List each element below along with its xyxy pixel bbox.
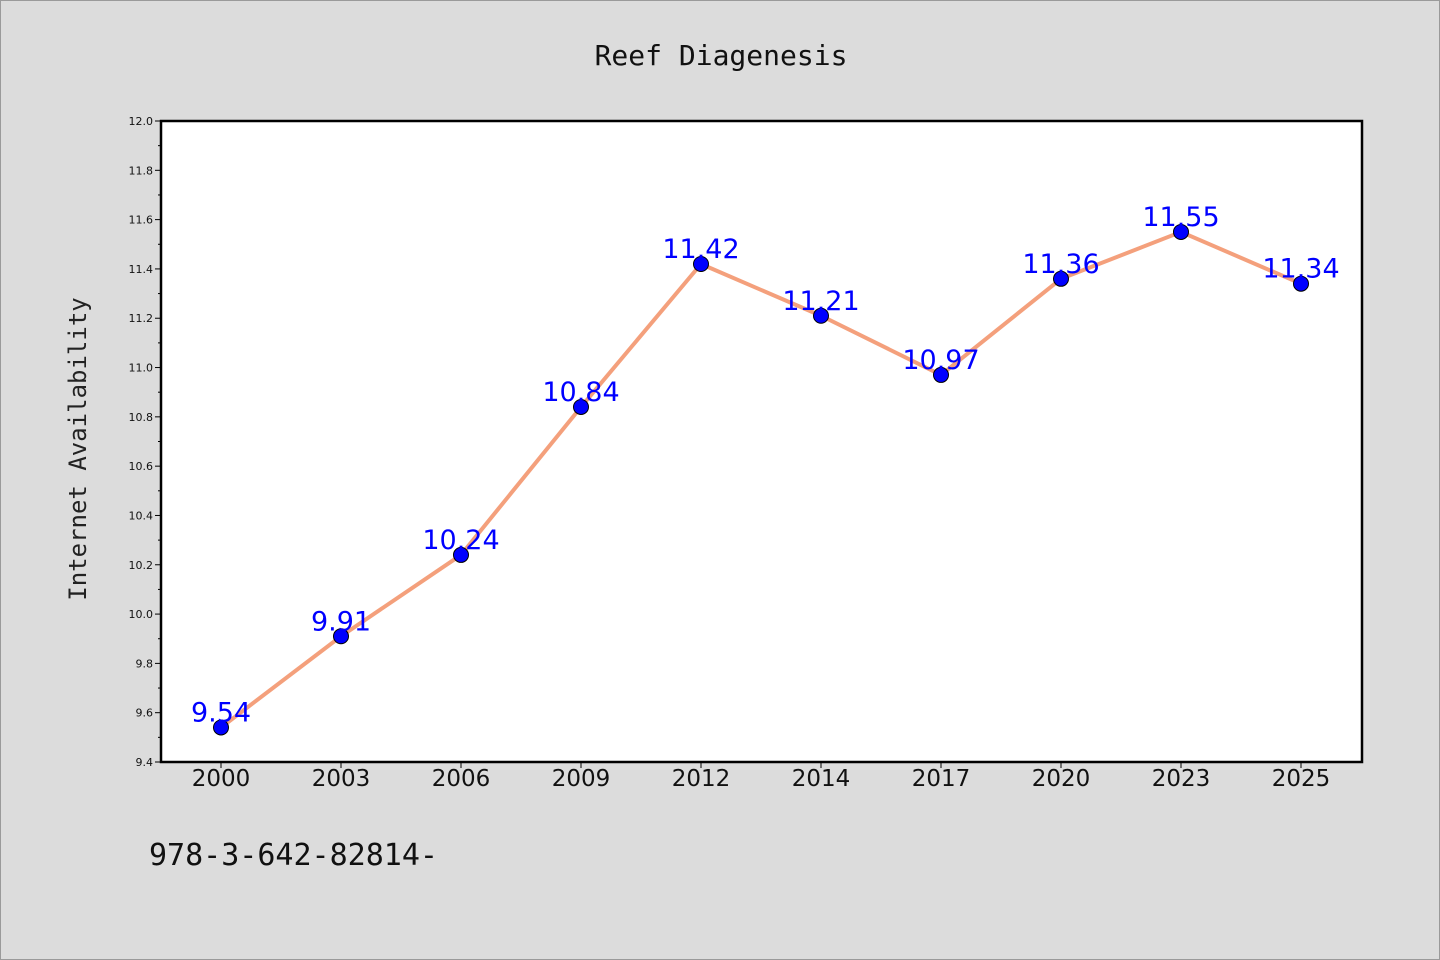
data-label: 11.36 [1022, 249, 1099, 280]
y-tick-label: 9.4 [136, 756, 154, 769]
data-label: 11.42 [662, 234, 739, 265]
data-label: 11.21 [782, 286, 859, 317]
data-label: 10.84 [542, 377, 619, 408]
y-tick-label: 11.6 [129, 214, 154, 227]
y-tick-label: 12.0 [129, 115, 154, 128]
data-point [1053, 270, 1069, 287]
data-point [333, 628, 349, 645]
data-label: 10.97 [902, 345, 979, 376]
x-tick-label: 2017 [912, 766, 971, 792]
data-series [213, 223, 1309, 736]
plot-area [159, 119, 1364, 764]
data-point [813, 307, 829, 324]
y-axis-ticks: 9.4 9.6 9.8 10.0 10.2 10.4 10.6 10.8 11.0 11.2 11.… [129, 115, 161, 769]
series-line [219, 229, 1302, 730]
data-point [573, 398, 589, 415]
y-axis-label: Internet Availability [64, 297, 92, 600]
x-tick-label: 2020 [1032, 766, 1091, 792]
data-label: 10.24 [422, 525, 499, 556]
y-tick-label: 9.6 [136, 707, 154, 720]
x-tick-label: 2003 [312, 766, 371, 792]
x-tick-label: 2023 [1152, 766, 1211, 792]
footer-text: 978-3-642-82814- [149, 838, 438, 873]
x-tick-label: 2009 [552, 766, 611, 792]
y-tick-label: 11.8 [129, 164, 154, 177]
y-tick-label: 11.2 [129, 312, 154, 325]
data-labels: 9.54 9.91 10.24 10.84 11.42 11.21 10.97 11.36 11… [191, 202, 1340, 729]
chart-title: Reef Diagenesis [595, 39, 848, 72]
y-tick-label: 10.0 [129, 608, 154, 621]
y-tick-label: 11.4 [129, 263, 154, 276]
y-tick-label: 10.6 [129, 460, 154, 473]
x-tick-label: 2006 [432, 766, 491, 792]
data-label: 11.55 [1142, 202, 1219, 233]
data-point [693, 255, 709, 272]
x-axis-ticks: 2000 2003 2006 2009 2012 2014 2017 2020 2023 2025 [192, 762, 1331, 792]
x-tick-label: 2000 [192, 766, 251, 792]
data-label: 9.54 [191, 697, 251, 728]
data-point [1173, 223, 1189, 240]
data-point [933, 366, 949, 383]
y-tick-label: 9.8 [136, 657, 154, 670]
data-point [453, 546, 469, 563]
data-label: 11.34 [1262, 254, 1339, 285]
data-point [213, 719, 229, 736]
x-tick-label: 2012 [672, 766, 731, 792]
x-tick-label: 2025 [1272, 766, 1331, 792]
y-tick-label: 10.8 [129, 411, 154, 424]
x-tick-label: 2014 [792, 766, 851, 792]
data-label: 9.91 [311, 606, 371, 637]
y-tick-label: 10.4 [129, 509, 154, 522]
data-point [1293, 275, 1309, 292]
y-tick-label: 11.0 [129, 362, 154, 375]
y-tick-label: 10.2 [129, 559, 154, 572]
